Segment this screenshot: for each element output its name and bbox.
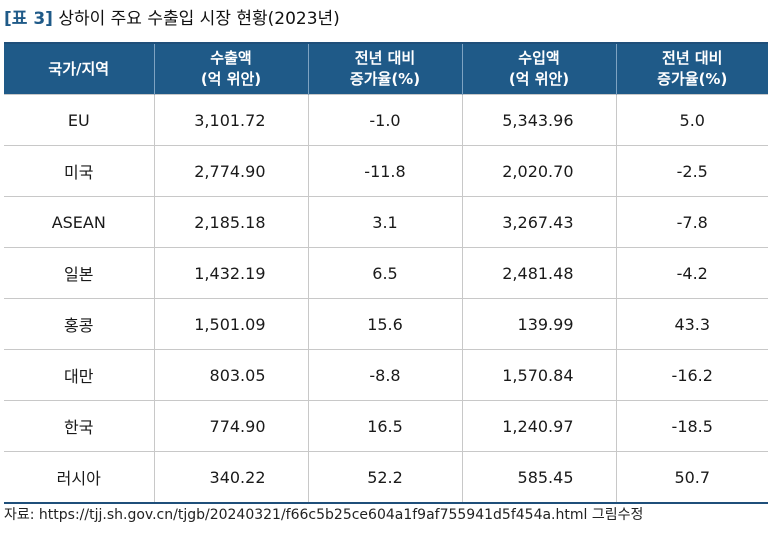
import-value-cell: 2,020.70 xyxy=(461,145,616,197)
header-line-2: (억 위안) xyxy=(200,70,262,88)
header-row: 국가/지역 수출액 (억 위안) 전년 대비 증가율(%) 수입액 (억 위안)… xyxy=(4,43,768,95)
header-line-1: 수출액 xyxy=(210,49,252,67)
header-line-2: 증가율(%) xyxy=(657,70,728,88)
import-growth-cell: 43.3 xyxy=(615,298,768,350)
region-cell: 한국 xyxy=(4,400,154,452)
import-value-cell: 3,267.43 xyxy=(461,196,616,248)
import-value-cell: 139.99 xyxy=(461,298,616,350)
table-row: 한국 774.90 16.5 1,240.97 -18.5 xyxy=(4,400,768,452)
import-growth-cell: -7.8 xyxy=(615,196,768,248)
header-import-growth: 전년 대비 증가율(%) xyxy=(615,43,768,95)
table-row: 대만 803.05 -8.8 1,570.84 -16.2 xyxy=(4,349,768,401)
import-growth-cell: -18.5 xyxy=(615,400,768,452)
source-note: 자료: https://tjj.sh.gov.cn/tjgb/20240321/… xyxy=(4,507,644,523)
table-row: 러시아 340.22 52.2 585.45 50.7 xyxy=(4,451,768,503)
export-value-cell: 340.22 xyxy=(153,451,308,503)
table-number: [표 3] xyxy=(4,9,53,29)
export-growth-cell: 52.2 xyxy=(307,451,462,503)
region-cell: 일본 xyxy=(4,247,154,299)
import-value-cell: 2,481.48 xyxy=(461,247,616,299)
import-value-cell: 1,240.97 xyxy=(461,400,616,452)
export-growth-cell: -8.8 xyxy=(307,349,462,401)
table-row: 홍콩 1,501.09 15.6 139.99 43.3 xyxy=(4,298,768,350)
table-row: EU 3,101.72 -1.0 5,343.96 5.0 xyxy=(4,94,768,146)
import-growth-cell: -4.2 xyxy=(615,247,768,299)
import-value-cell: 585.45 xyxy=(461,451,616,503)
header-import-value: 수입액 (억 위안) xyxy=(461,43,616,95)
export-growth-cell: 16.5 xyxy=(307,400,462,452)
export-growth-cell: -11.8 xyxy=(307,145,462,197)
region-cell: 미국 xyxy=(4,145,154,197)
export-value-cell: 1,432.19 xyxy=(153,247,308,299)
header-line-1: 전년 대비 xyxy=(354,49,416,67)
export-growth-cell: 3.1 xyxy=(307,196,462,248)
header-line-2: (억 위안) xyxy=(508,70,570,88)
table-row: 미국 2,774.90 -11.8 2,020.70 -2.5 xyxy=(4,145,768,197)
region-cell: 대만 xyxy=(4,349,154,401)
header-export-value: 수출액 (억 위안) xyxy=(153,43,308,95)
import-value-cell: 1,570.84 xyxy=(461,349,616,401)
import-growth-cell: -2.5 xyxy=(615,145,768,197)
export-value-cell: 3,101.72 xyxy=(153,94,308,146)
header-line-1: 수입액 xyxy=(518,49,560,67)
table-row: 일본 1,432.19 6.5 2,481.48 -4.2 xyxy=(4,247,768,299)
export-growth-cell: -1.0 xyxy=(307,94,462,146)
import-growth-cell: 50.7 xyxy=(615,451,768,503)
export-value-cell: 2,185.18 xyxy=(153,196,308,248)
export-value-cell: 1,501.09 xyxy=(153,298,308,350)
export-growth-cell: 6.5 xyxy=(307,247,462,299)
import-value-cell: 5,343.96 xyxy=(461,94,616,146)
header-export-growth: 전년 대비 증가율(%) xyxy=(307,43,462,95)
trade-markets-table: 국가/지역 수출액 (억 위안) 전년 대비 증가율(%) 수입액 (억 위안)… xyxy=(4,42,768,504)
region-cell: EU xyxy=(4,94,154,146)
header-line-2: 증가율(%) xyxy=(349,70,421,88)
export-value-cell: 803.05 xyxy=(153,349,308,401)
export-value-cell: 774.90 xyxy=(153,400,308,452)
table-row: ASEAN 2,185.18 3.1 3,267.43 -7.8 xyxy=(4,196,768,248)
header-region-label: 국가/지역 xyxy=(48,59,110,78)
import-growth-cell: -16.2 xyxy=(615,349,768,401)
export-value-cell: 2,774.90 xyxy=(153,145,308,197)
table-title: 상하이 주요 수출입 시장 현황(2023년) xyxy=(58,9,340,29)
header-region: 국가/지역 xyxy=(4,43,154,95)
region-cell: 홍콩 xyxy=(4,298,154,350)
region-cell: 러시아 xyxy=(4,451,154,503)
table-caption: [표 3] 상하이 주요 수출입 시장 현황(2023년) xyxy=(4,2,340,36)
export-growth-cell: 15.6 xyxy=(307,298,462,350)
import-growth-cell: 5.0 xyxy=(615,94,768,146)
header-line-1: 전년 대비 xyxy=(662,49,723,67)
region-cell: ASEAN xyxy=(4,196,154,248)
